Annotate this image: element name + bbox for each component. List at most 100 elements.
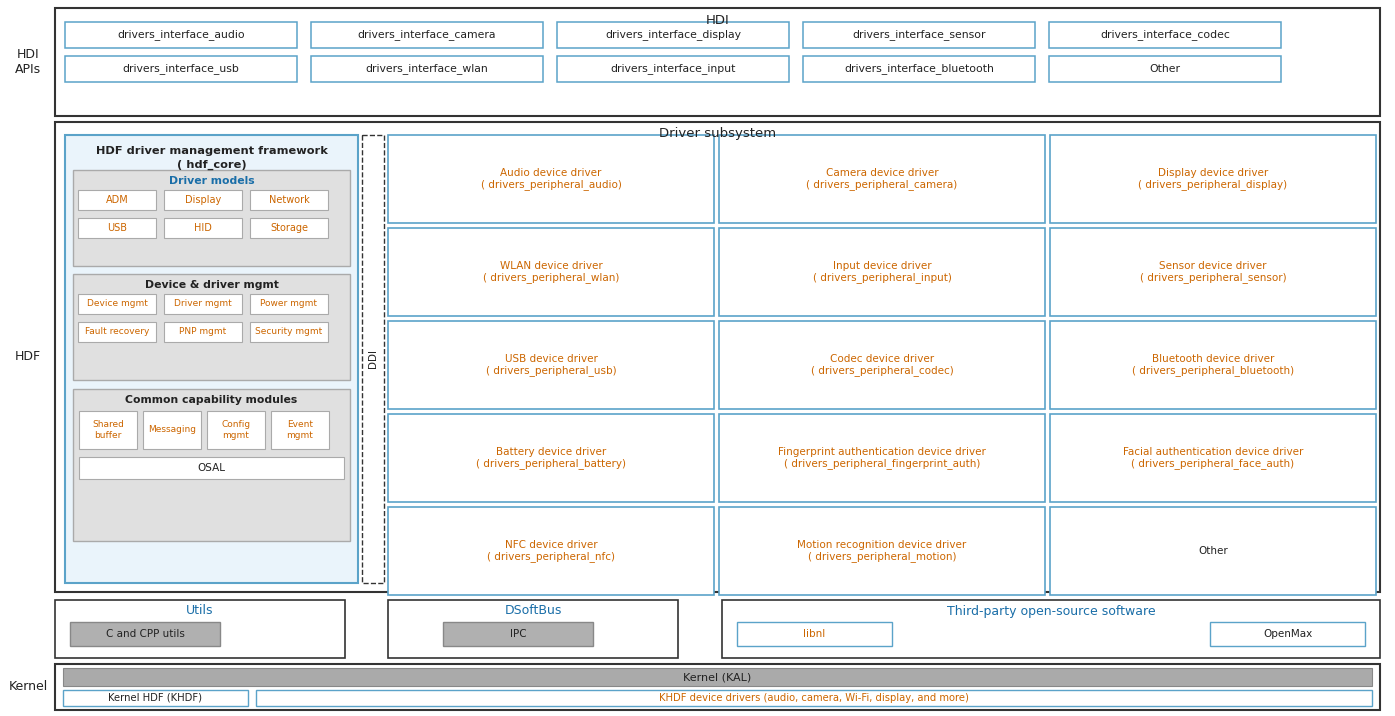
Text: PNP mgmt: PNP mgmt: [180, 327, 226, 337]
Text: HID: HID: [194, 223, 212, 233]
Bar: [80, 457, 345, 479]
Bar: [388, 600, 678, 658]
Text: Common capability modules: Common capability modules: [126, 395, 297, 405]
Bar: [1049, 56, 1281, 82]
Bar: [250, 218, 328, 238]
Text: Driver subsystem: Driver subsystem: [658, 127, 776, 140]
Bar: [78, 322, 156, 342]
Text: HDF driver management framework: HDF driver management framework: [96, 146, 328, 156]
Text: Shared
buffer: Shared buffer: [92, 420, 124, 440]
Text: Messaging: Messaging: [148, 425, 197, 435]
Text: Device mgmt: Device mgmt: [86, 299, 148, 309]
Bar: [250, 322, 328, 342]
Bar: [718, 135, 1045, 223]
Text: Driver models: Driver models: [169, 176, 254, 186]
Bar: [63, 690, 248, 706]
Text: C and CPP utils: C and CPP utils: [106, 629, 184, 639]
Text: drivers_interface_codec: drivers_interface_codec: [1101, 29, 1230, 40]
Text: WLAN device driver
( drivers_peripheral_wlan): WLAN device driver ( drivers_peripheral_…: [483, 261, 619, 284]
Bar: [388, 135, 714, 223]
Bar: [257, 690, 1373, 706]
Text: Codec device driver
( drivers_peripheral_codec): Codec device driver ( drivers_peripheral…: [810, 354, 953, 376]
Bar: [718, 228, 1045, 316]
Bar: [718, 507, 1045, 595]
Text: Utils: Utils: [187, 604, 213, 617]
Text: Kernel HDF (KHDF): Kernel HDF (KHDF): [107, 693, 202, 703]
Text: IPC: IPC: [509, 629, 526, 639]
Bar: [557, 56, 790, 82]
Bar: [165, 190, 241, 210]
Bar: [444, 622, 593, 646]
Bar: [165, 218, 241, 238]
Bar: [78, 190, 156, 210]
Bar: [388, 228, 714, 316]
Text: drivers_interface_audio: drivers_interface_audio: [117, 29, 244, 40]
Text: Display device driver
( drivers_peripheral_display): Display device driver ( drivers_peripher…: [1138, 168, 1288, 190]
Text: drivers_interface_bluetooth: drivers_interface_bluetooth: [844, 64, 993, 74]
Text: Fingerprint authentication device driver
( drivers_peripheral_fingerprint_auth): Fingerprint authentication device driver…: [778, 447, 986, 469]
Text: Other: Other: [1198, 546, 1228, 556]
Bar: [1050, 507, 1375, 595]
Text: KHDF device drivers (audio, camera, Wi-Fi, display, and more): KHDF device drivers (audio, camera, Wi-F…: [658, 693, 970, 703]
Text: Kernel: Kernel: [8, 680, 47, 694]
Text: NFC device driver
( drivers_peripheral_nfc): NFC device driver ( drivers_peripheral_n…: [487, 540, 615, 562]
Bar: [54, 664, 1380, 710]
Bar: [54, 600, 345, 658]
Bar: [66, 22, 297, 48]
Text: USB device driver
( drivers_peripheral_usb): USB device driver ( drivers_peripheral_u…: [485, 354, 617, 376]
Bar: [73, 389, 350, 541]
Bar: [1050, 414, 1375, 502]
Text: HDI
APIs: HDI APIs: [15, 48, 40, 76]
Bar: [804, 22, 1035, 48]
Bar: [388, 414, 714, 502]
Text: drivers_interface_display: drivers_interface_display: [605, 29, 741, 40]
Bar: [723, 600, 1380, 658]
Text: Network: Network: [269, 195, 310, 205]
Bar: [80, 411, 137, 449]
Text: Camera device driver
( drivers_peripheral_camera): Camera device driver ( drivers_periphera…: [806, 168, 957, 190]
Text: drivers_interface_camera: drivers_interface_camera: [357, 29, 497, 40]
Bar: [66, 135, 359, 583]
Text: Bluetooth device driver
( drivers_peripheral_bluetooth): Bluetooth device driver ( drivers_periph…: [1131, 354, 1295, 376]
Bar: [388, 321, 714, 409]
Bar: [250, 190, 328, 210]
Bar: [165, 294, 241, 314]
Bar: [73, 274, 350, 380]
Text: Sensor device driver
( drivers_peripheral_sensor): Sensor device driver ( drivers_periphera…: [1140, 261, 1286, 284]
Bar: [271, 411, 329, 449]
Text: Audio device driver
( drivers_peripheral_audio): Audio device driver ( drivers_peripheral…: [480, 168, 621, 190]
Bar: [737, 622, 891, 646]
Bar: [1209, 622, 1364, 646]
Text: Other: Other: [1149, 64, 1180, 74]
Text: libnl: libnl: [804, 629, 826, 639]
Bar: [361, 135, 384, 583]
Text: drivers_interface_input: drivers_interface_input: [611, 64, 735, 74]
Text: DDI: DDI: [368, 349, 378, 369]
Text: drivers_interface_wlan: drivers_interface_wlan: [365, 64, 488, 74]
Bar: [804, 56, 1035, 82]
Bar: [1049, 22, 1281, 48]
Bar: [144, 411, 201, 449]
Bar: [250, 294, 328, 314]
Text: Facial authentication device driver
( drivers_peripheral_face_auth): Facial authentication device driver ( dr…: [1123, 447, 1303, 469]
Bar: [54, 122, 1380, 592]
Text: Fault recovery: Fault recovery: [85, 327, 149, 337]
Text: Security mgmt: Security mgmt: [255, 327, 322, 337]
Text: DSoftBus: DSoftBus: [505, 604, 562, 617]
Bar: [165, 322, 241, 342]
Bar: [66, 56, 297, 82]
Bar: [78, 294, 156, 314]
Text: Input device driver
( drivers_peripheral_input): Input device driver ( drivers_peripheral…: [812, 261, 951, 284]
Bar: [557, 22, 790, 48]
Text: Event
mgmt: Event mgmt: [286, 420, 314, 440]
Bar: [63, 668, 1373, 686]
Text: drivers_interface_usb: drivers_interface_usb: [123, 64, 240, 74]
Text: HDF: HDF: [15, 351, 40, 364]
Text: Config
mgmt: Config mgmt: [222, 420, 251, 440]
Text: Third-party open-source software: Third-party open-source software: [947, 604, 1155, 617]
Text: OSAL: OSAL: [198, 463, 226, 473]
Text: Kernel (KAL): Kernel (KAL): [684, 672, 752, 682]
Text: HDI: HDI: [706, 14, 730, 26]
Text: Storage: Storage: [271, 223, 308, 233]
Bar: [206, 411, 265, 449]
